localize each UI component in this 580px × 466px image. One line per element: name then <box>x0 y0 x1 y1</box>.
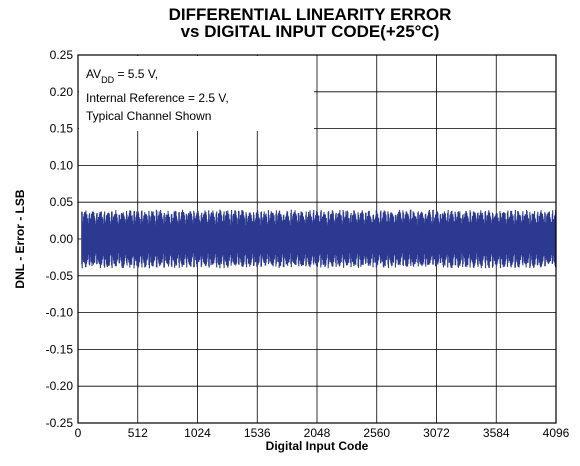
chart-title-line1: DIFFERENTIAL LINEARITY ERROR <box>168 5 452 24</box>
x-tick-label: 512 <box>128 426 148 440</box>
annotation-avdd-value: = 5.5 V, <box>114 67 158 81</box>
annotation-background <box>79 56 314 131</box>
annotation-line2: Internal Reference = 2.5 V, <box>86 91 229 105</box>
x-tick-label: 2560 <box>363 426 390 440</box>
y-tick-labels: 0.25 0.20 0.15 0.10 0.05 0.00 -0.05 -0.10 -0.15 -… <box>46 48 74 430</box>
y-tick-label: -0.05 <box>46 269 74 283</box>
dnl-trace <box>81 209 557 269</box>
y-tick-label: -0.20 <box>46 379 74 393</box>
plot-frame <box>77 54 557 424</box>
y-tick-label: -0.15 <box>46 342 74 356</box>
annotation-line3: Typical Channel Shown <box>86 109 211 123</box>
y-tick-label: 0.00 <box>50 232 74 246</box>
y-tick-label: 0.10 <box>50 158 74 172</box>
x-tick-label: 3584 <box>483 426 510 440</box>
x-tick-label: 1024 <box>184 426 211 440</box>
y-axis-label: DNL - Error - LSB <box>13 189 27 288</box>
y-tick-label: 0.25 <box>50 48 74 62</box>
series-dnl <box>81 209 557 269</box>
x-tick-label: 2048 <box>304 426 331 440</box>
annotation-avdd-sub: DD <box>101 75 114 85</box>
x-tick-labels: 0 512 1024 1536 2048 2560 3072 3584 4096 <box>75 426 570 440</box>
x-tick-label: 4096 <box>543 426 570 440</box>
annotation-avdd: AV <box>86 67 101 81</box>
y-tick-label: -0.10 <box>46 306 74 320</box>
x-tick-label: 0 <box>75 426 82 440</box>
y-tick-label: 0.20 <box>50 85 74 99</box>
x-tick-label: 3072 <box>423 426 450 440</box>
y-tick-label: 0.15 <box>50 122 74 136</box>
grid <box>78 55 556 423</box>
x-tick-label: 1536 <box>244 426 271 440</box>
annotation-box: AVDD = 5.5 V, Internal Reference = 2.5 V… <box>79 56 314 131</box>
annotation-line1: AVDD = 5.5 V, <box>86 67 158 85</box>
chart-title-line2: vs DIGITAL INPUT CODE(+25°C) <box>180 22 440 41</box>
x-axis-label: Digital Input Code <box>266 439 369 453</box>
y-tick-label: 0.05 <box>50 195 74 209</box>
y-tick-label: -0.25 <box>46 416 74 430</box>
